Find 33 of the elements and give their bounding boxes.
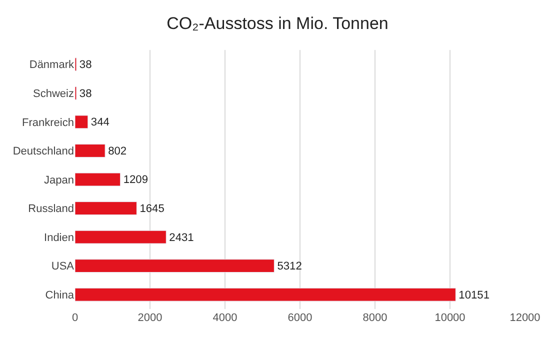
data-label: 1209 bbox=[123, 174, 148, 186]
chart-title: CO₂-Ausstoss in Mio. Tonnen bbox=[166, 14, 388, 33]
data-label: 344 bbox=[90, 116, 110, 129]
x-tick-label: 4000 bbox=[212, 312, 238, 324]
data-label: 38 bbox=[79, 88, 92, 100]
data-label: 5312 bbox=[277, 260, 302, 273]
y-tick-label: USA bbox=[51, 260, 75, 273]
y-tick-label: Schweiz bbox=[33, 88, 74, 100]
x-tick-label: 0 bbox=[72, 312, 78, 324]
bar bbox=[75, 230, 166, 244]
y-tick-label: Indien bbox=[44, 232, 74, 244]
data-label: 2431 bbox=[169, 232, 194, 244]
bar bbox=[75, 202, 137, 215]
bar bbox=[75, 144, 106, 158]
x-tick-label: 12000 bbox=[510, 312, 540, 324]
bar bbox=[75, 172, 121, 186]
data-label: 10151 bbox=[458, 289, 490, 302]
y-tick-label: China bbox=[45, 289, 75, 302]
x-tick-label: 10000 bbox=[434, 312, 466, 324]
data-label: 1645 bbox=[140, 202, 164, 215]
x-tick-label: 8000 bbox=[362, 312, 388, 324]
y-tick-label: Frankreich bbox=[22, 116, 74, 129]
bar bbox=[75, 259, 274, 273]
y-tick-label: Russland bbox=[28, 203, 74, 216]
x-tick-label: 6000 bbox=[288, 312, 312, 324]
y-tick-label: Dänmark bbox=[29, 59, 74, 72]
x-tick-label: 2000 bbox=[138, 312, 162, 324]
y-tick-label: Japan bbox=[44, 174, 74, 186]
bar bbox=[75, 115, 88, 129]
y-tick-label: Deutschland bbox=[12, 146, 74, 158]
bar bbox=[75, 288, 456, 302]
data-label: 802 bbox=[108, 145, 127, 158]
data-label: 38 bbox=[79, 59, 92, 72]
